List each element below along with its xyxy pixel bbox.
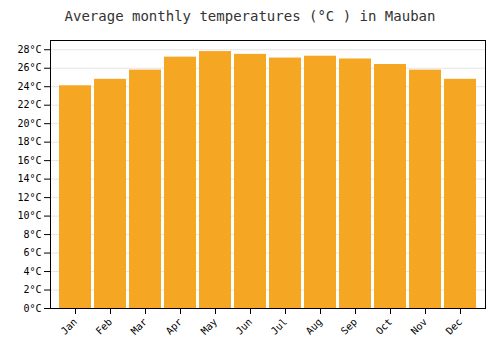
svg-text:May: May — [199, 316, 220, 337]
svg-text:Apr: Apr — [164, 316, 185, 337]
svg-text:14°C: 14°C — [17, 173, 41, 184]
svg-text:Jul: Jul — [269, 316, 290, 337]
svg-text:22°C: 22°C — [17, 99, 41, 110]
svg-text:4°C: 4°C — [23, 266, 41, 277]
svg-text:Sep: Sep — [339, 316, 360, 337]
svg-text:26°C: 26°C — [17, 62, 41, 73]
svg-text:Jan: Jan — [59, 316, 80, 337]
svg-text:24°C: 24°C — [17, 81, 41, 92]
svg-text:10°C: 10°C — [17, 210, 41, 221]
svg-text:Nov: Nov — [409, 316, 430, 337]
svg-text:12°C: 12°C — [17, 192, 41, 203]
svg-text:Feb: Feb — [94, 316, 115, 337]
svg-text:20°C: 20°C — [17, 118, 41, 129]
svg-text:Jun: Jun — [234, 316, 255, 337]
svg-text:0°C: 0°C — [23, 303, 41, 314]
svg-text:Dec: Dec — [444, 316, 465, 337]
svg-text:2°C: 2°C — [23, 284, 41, 295]
html-text:Average monthly temperatures (: Average monthly temperatures (°C ) in Ma… — [64, 8, 436, 24]
svg-text:Mar: Mar — [129, 316, 150, 337]
svg-text:28°C: 28°C — [17, 44, 41, 55]
svg-text:Oct: Oct — [374, 316, 395, 337]
svg-text:16°C: 16°C — [17, 155, 41, 166]
svg-text:8°C: 8°C — [23, 229, 41, 240]
svg-text:6°C: 6°C — [23, 247, 41, 258]
svg-text:Aug: Aug — [304, 316, 325, 337]
svg-text:18°C: 18°C — [17, 136, 41, 147]
